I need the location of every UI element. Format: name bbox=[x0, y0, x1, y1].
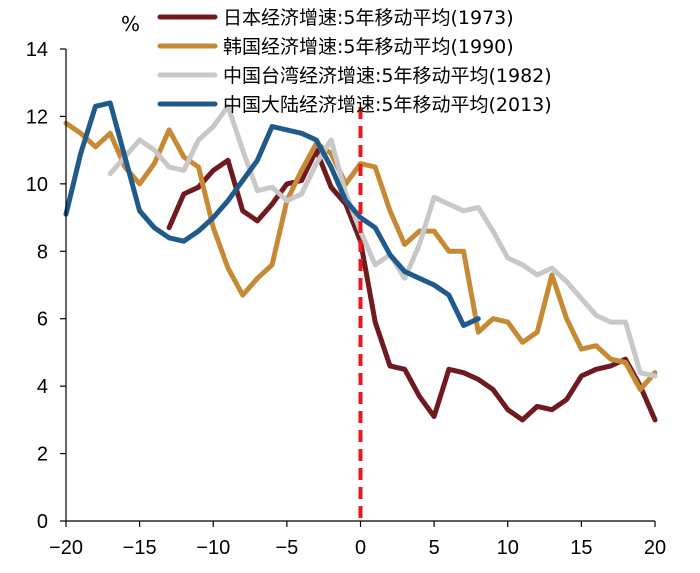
legend-label-4: 中国大陆经济增速:5年移动平均(2013) bbox=[223, 94, 552, 116]
x-tick-label: 5 bbox=[429, 537, 440, 559]
y-tick-label: 14 bbox=[26, 39, 48, 61]
y-axis-label: % bbox=[121, 12, 140, 36]
series-line-2 bbox=[63, 120, 658, 392]
x-tick-label: −15 bbox=[123, 537, 157, 559]
series-line-3 bbox=[107, 103, 658, 379]
legend-label-3: 中国台湾经济增速:5年移动平均(1982) bbox=[223, 65, 552, 87]
legend-label-2: 韩国经济增速:5年移动平均(1990) bbox=[223, 36, 514, 58]
x-tick-label: −20 bbox=[49, 537, 83, 559]
x-tick-label: −10 bbox=[196, 537, 230, 559]
x-tick-label: −5 bbox=[275, 537, 298, 559]
y-tick-label: 10 bbox=[26, 174, 48, 196]
x-tick-label: 0 bbox=[355, 537, 366, 559]
y-tick-label: 12 bbox=[26, 106, 48, 128]
y-tick-label: 8 bbox=[37, 241, 48, 263]
x-tick-label: 10 bbox=[497, 537, 519, 559]
series-line-1 bbox=[166, 147, 658, 423]
y-tick-label: 0 bbox=[37, 511, 48, 533]
x-tick-label: 15 bbox=[570, 537, 592, 559]
y-tick-label: 2 bbox=[37, 444, 48, 466]
y-tick-label: 6 bbox=[37, 309, 48, 331]
series-line-4 bbox=[63, 100, 481, 328]
y-tick-label: 4 bbox=[37, 376, 48, 398]
legend-label-1: 日本经济增速:5年移动平均(1973) bbox=[223, 7, 514, 29]
x-tick-label: 20 bbox=[644, 537, 666, 559]
